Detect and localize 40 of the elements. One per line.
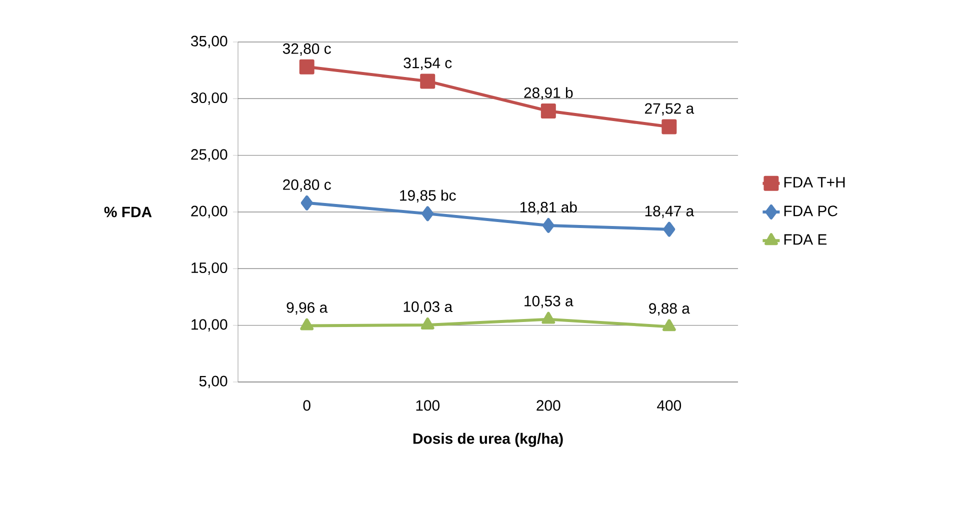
point (300, 195, 313, 210)
point (662, 119, 677, 134)
data-label: 32,80 c (282, 43, 331, 56)
x-axis-title: Dosis de urea (kg/ha) (413, 432, 563, 447)
point (542, 312, 556, 324)
point (420, 317, 434, 330)
y-tick-label: 5,00 (199, 376, 228, 388)
legend-label: FDA PC (784, 206, 838, 216)
x-tick-label: 100 (416, 400, 440, 411)
data-label: 20,80 c (283, 179, 331, 192)
point (662, 319, 676, 332)
point (300, 318, 314, 330)
point (663, 222, 676, 237)
data-label: 27,52 a (644, 103, 694, 116)
legend-label: FDA E (784, 234, 827, 245)
y-axis-title: % FDA (104, 206, 152, 218)
x-tick-label: 0 (303, 400, 310, 411)
point (540, 104, 556, 118)
point (422, 206, 434, 222)
y-tick-label: 20,00 (191, 206, 228, 218)
y-tick-label: 35,00 (190, 36, 228, 48)
point (542, 218, 554, 233)
x-tick-label: 200 (536, 400, 560, 411)
y-tick-label: 25,00 (191, 149, 228, 162)
data-label: 10,03 a (404, 301, 453, 314)
data-label: 31,54 c (404, 58, 452, 70)
data-label: 28,91 b (524, 87, 573, 100)
y-tick-label: 15,00 (192, 262, 228, 275)
point (299, 59, 314, 74)
y-tick-label: 30,00 (190, 92, 228, 105)
data-label: 18,47 a (645, 206, 694, 218)
data-label: 10,53 a (524, 296, 574, 308)
data-label: 19,85 bc (400, 190, 456, 202)
data-label: 9,96 a (286, 302, 328, 315)
data-label: 9,88 a (649, 303, 690, 316)
y-tick-label: 10,00 (192, 319, 228, 332)
data-label: 18,81 ab (520, 202, 577, 214)
legend-label: FDA T+H (784, 177, 845, 188)
point (420, 74, 436, 89)
x-tick-label: 400 (657, 400, 682, 411)
